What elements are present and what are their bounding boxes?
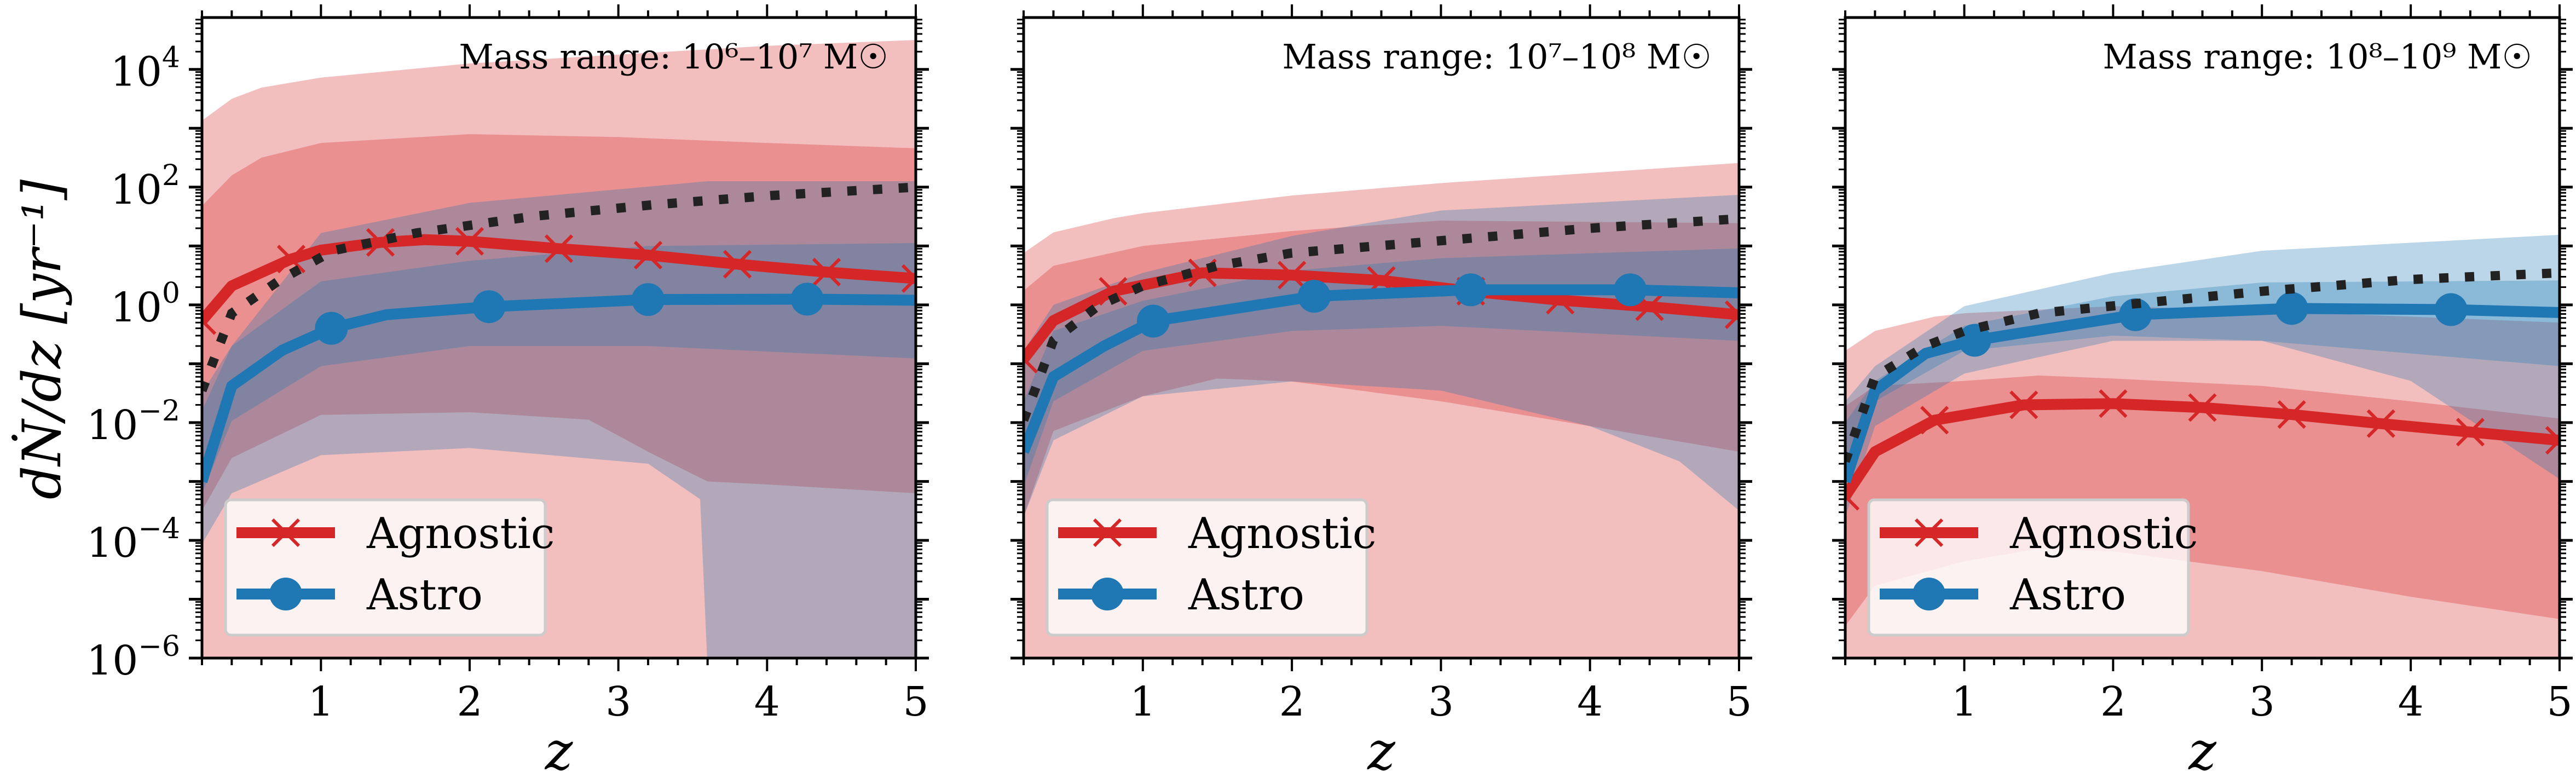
x-tick-label: 2: [457, 678, 482, 725]
astro-marker-circle: [1958, 324, 1991, 357]
agnostic-marker-x: [2188, 393, 2217, 422]
x-marker-icon: [1093, 518, 1122, 547]
agnostic-legend-label: Agnostic: [1188, 509, 1376, 558]
circle-marker-icon: [1913, 578, 1945, 610]
x-marker-icon: [1914, 518, 1944, 547]
agnostic-marker-x: [2277, 400, 2306, 429]
agnostic-marker-x: [2456, 418, 2485, 447]
legend: Agnostic Astro: [1867, 498, 2198, 637]
agnostic-line: [1024, 267, 1739, 362]
agnostic-marker-x: [455, 227, 484, 256]
mass-range-label: Mass range: 10⁷–10⁸ M☉: [1282, 37, 1712, 77]
x-tick-label: 3: [605, 678, 631, 725]
x-tick-label: 5: [903, 678, 928, 725]
agnostic-marker-x: [2545, 426, 2560, 455]
astro-marker-circle: [1454, 273, 1487, 307]
astro-marker-circle: [632, 283, 665, 316]
x-axis-label: z: [2188, 720, 2217, 782]
legend: Agnostic Astro: [224, 498, 555, 637]
x-tick-label: 2: [2100, 678, 2126, 725]
agnostic-marker-x: [2009, 390, 2038, 419]
astro-marker-circle: [1297, 280, 1331, 313]
agnostic-line: [1845, 398, 2560, 500]
astro-uncertainty-band: [1845, 280, 2560, 458]
dotted-line: [1845, 268, 2560, 463]
astro-marker-circle: [1136, 304, 1170, 338]
agnostic-marker-x: [1920, 406, 1949, 435]
astro-uncertainty-band: [1024, 248, 1739, 487]
agnostic-marker-x: [276, 245, 306, 274]
agnostic-marker-x: [723, 250, 752, 279]
astro-marker-circle: [2275, 292, 2308, 325]
agnostic-marker-x: [1024, 344, 1038, 373]
panel-1: 1 2 3 4 5 z 10−6 10−4 10−2 100 102 104 Mass range: 1…: [86, 4, 929, 782]
astro-line: [1845, 303, 2560, 483]
astro-legend-label: Astro: [366, 570, 483, 620]
panel-2: 1 2 3 4 5 z Mass range: 10⁷–10⁸ M☉ Agnostic Astr…: [1010, 4, 1752, 782]
agnostic-marker-x: [2366, 409, 2395, 438]
dotted-line: [202, 182, 916, 393]
agnostic-uncertainty-band: [202, 134, 916, 511]
agnostic-uncertainty-band: [1845, 375, 2560, 626]
y-tick-label: 100: [111, 277, 180, 331]
x-axis-label: z: [1367, 720, 1396, 782]
y-tick-label: 10−6: [86, 630, 180, 684]
agnostic-marker-x: [1278, 261, 1307, 290]
x-tick-label: 1: [1130, 678, 1156, 725]
x-tick-label: 4: [2398, 678, 2424, 725]
dotted-line: [1024, 214, 1739, 422]
agnostic-marker-x: [202, 306, 217, 335]
x-tick-label: 3: [1428, 678, 1454, 725]
astro-line: [202, 293, 916, 483]
astro-uncertainty-band: [202, 243, 916, 493]
astro-marker-circle: [1614, 273, 1647, 307]
legend: Agnostic Astro: [1046, 498, 1376, 637]
agnostic-marker-x: [633, 240, 663, 270]
agnostic-legend-label: Agnostic: [2009, 509, 2198, 558]
agnostic-legend-label: Agnostic: [366, 509, 555, 558]
astro-marker-circle: [2119, 298, 2152, 331]
y-axis-label: dṄ/dz [yr⁻¹]: [11, 179, 73, 499]
circle-marker-icon: [269, 578, 302, 610]
astro-marker-circle: [315, 312, 348, 345]
agnostic-marker-x: [1845, 482, 1860, 511]
x-axis-label: z: [545, 720, 574, 782]
agnostic-marker-x: [901, 264, 916, 293]
agnostic-marker-x: [1099, 276, 1128, 306]
x-tick-label: 3: [2249, 678, 2275, 725]
mass-range-label: Mass range: 10⁶–10⁷ M☉: [459, 37, 888, 77]
plot-area: [1845, 234, 2560, 658]
agnostic-marker-x: [366, 228, 395, 257]
y-tick-label: 10−2: [86, 395, 180, 449]
mass-range-label: Mass range: 10⁸–10⁹ M☉: [2103, 37, 2532, 77]
astro-marker-circle: [790, 283, 824, 316]
circle-marker-icon: [1091, 578, 1124, 610]
astro-legend-label: Astro: [2009, 570, 2126, 620]
astro-legend-label: Astro: [1188, 570, 1304, 620]
y-tick-label: 10−4: [86, 512, 180, 567]
agnostic-marker-x: [812, 257, 841, 287]
agnostic-marker-x: [1724, 300, 1739, 329]
astro-marker-circle: [2434, 293, 2468, 326]
y-tick-label: 102: [111, 159, 180, 214]
astro-line: [1024, 284, 1739, 454]
astro-marker-circle: [472, 290, 506, 324]
agnostic-marker-x: [2099, 389, 2128, 418]
x-tick-label: 4: [1577, 678, 1603, 725]
agnostic-marker-x: [544, 234, 574, 263]
agnostic-line: [202, 234, 916, 325]
x-tick-label: 4: [754, 678, 780, 725]
x-tick-label: 5: [1726, 678, 1752, 725]
y-tick-label: 104: [111, 42, 180, 96]
x-tick-label: 1: [1951, 678, 1977, 725]
x-tick-label: 5: [2546, 678, 2572, 725]
panel-3: 1 2 3 4 5 z Mass range: 10⁸–10⁹ M☉ Agnostic Astr…: [1832, 4, 2573, 782]
x-marker-icon: [271, 518, 301, 547]
x-tick-label: 1: [308, 678, 334, 725]
x-tick-label: 2: [1279, 678, 1305, 725]
